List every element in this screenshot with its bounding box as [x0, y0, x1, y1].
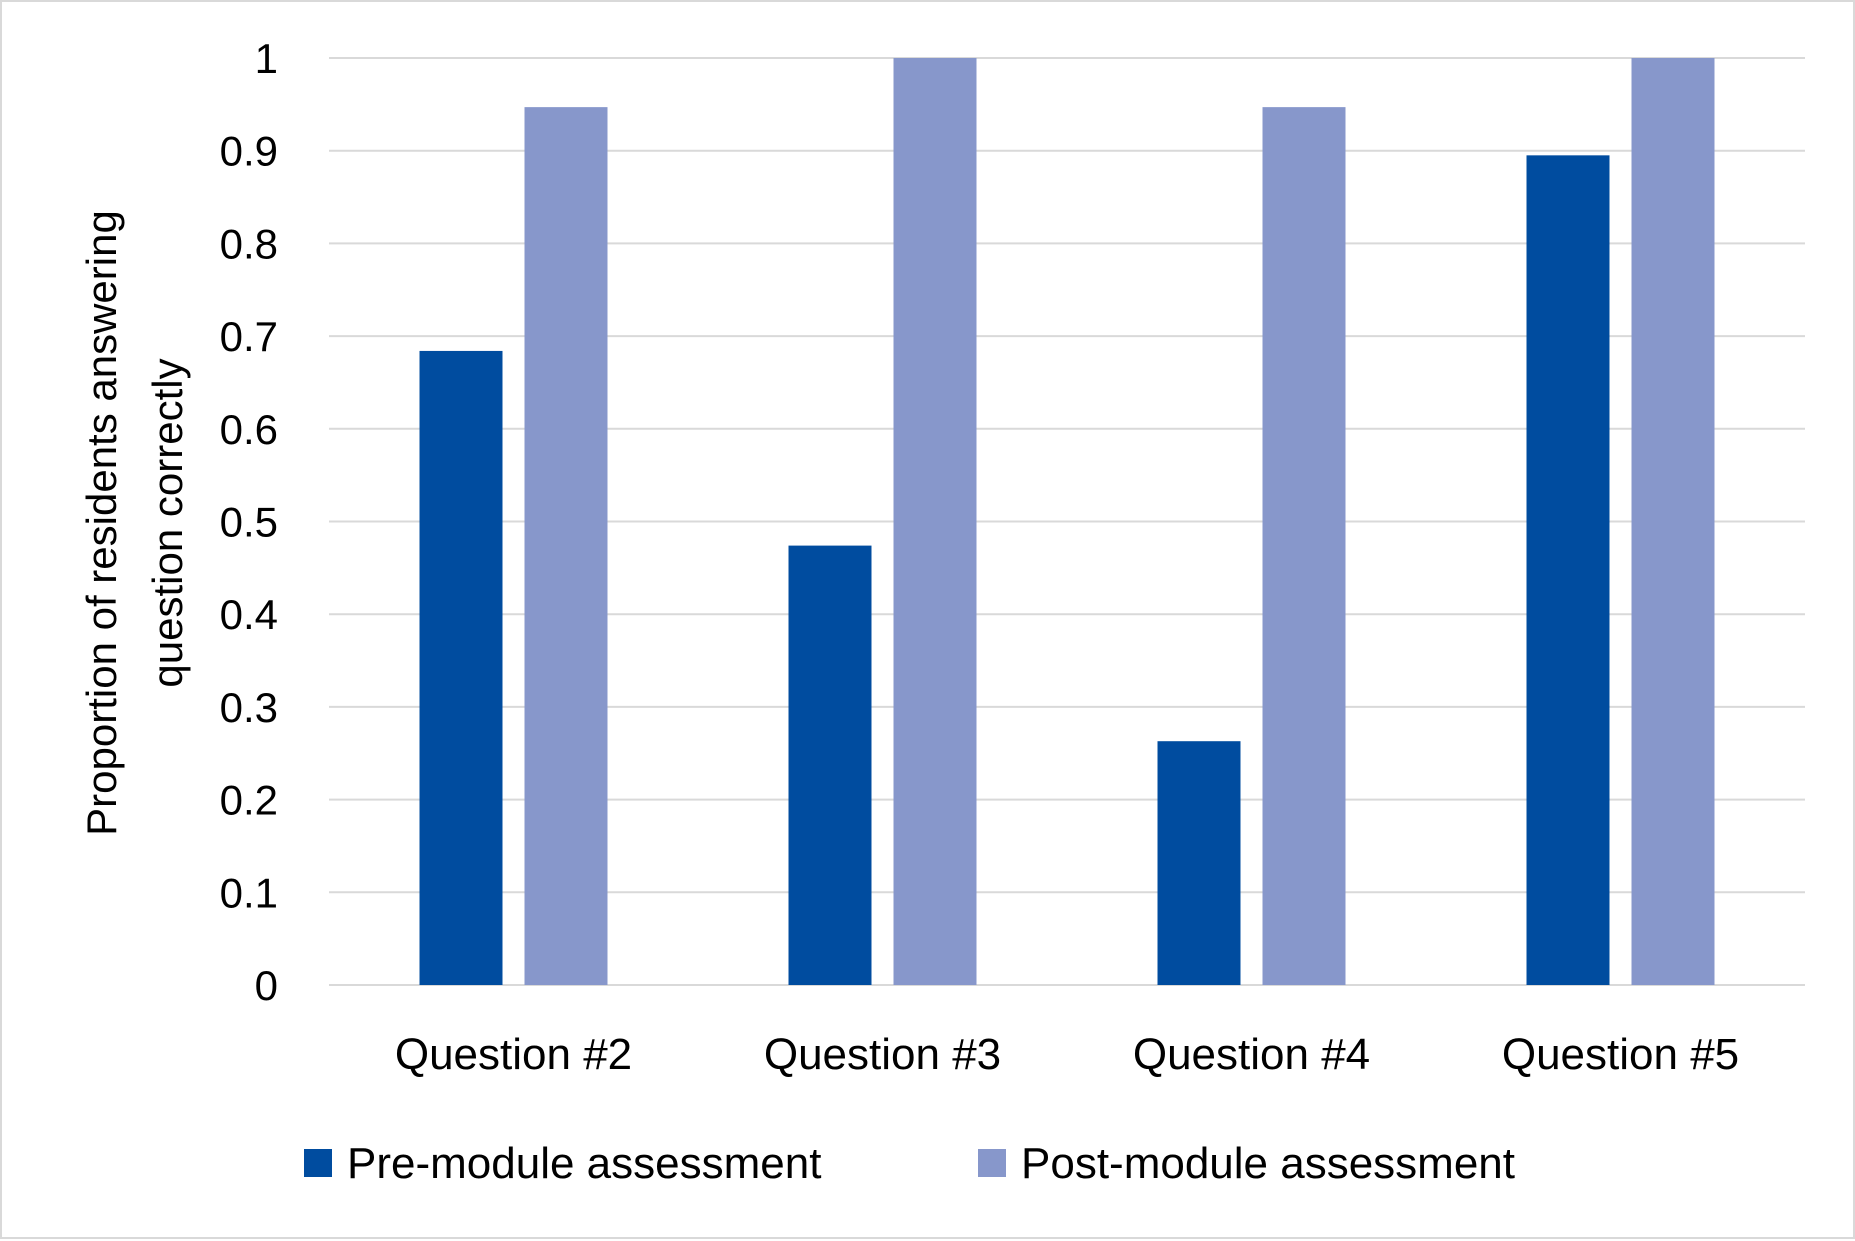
y-tick-label: 0.3 — [220, 684, 278, 731]
y-tick-label: 0.2 — [220, 777, 278, 824]
bar-post-3 — [1262, 107, 1346, 986]
y-tick-label: 1 — [255, 35, 278, 82]
y-tick-label: 0.6 — [220, 406, 278, 453]
y-axis-title-line-1: Proportion of residents answering — [78, 210, 125, 836]
y-tick-label: 0.5 — [220, 499, 278, 546]
y-axis-title-line-2: question correctly — [144, 358, 191, 687]
bar-pre-3 — [1157, 741, 1241, 985]
y-tick-label: 0.9 — [220, 128, 278, 175]
y-tick-label: 0.7 — [220, 313, 278, 360]
bar-post-4 — [1631, 58, 1715, 985]
y-tick-label: 0.1 — [220, 869, 278, 916]
legend: Pre-module assessment Post-module assessm… — [304, 1139, 1515, 1188]
y-tick-label: 0 — [255, 962, 278, 1009]
legend-label-pre: Pre-module assessment — [347, 1139, 821, 1188]
x-axis-categories: Question #2 Question #3 Question #4 Questio… — [395, 1030, 1739, 1079]
x-category-label: Question #3 — [764, 1030, 1001, 1079]
bar-pre-2 — [788, 545, 872, 985]
legend-swatch-post — [978, 1149, 1006, 1177]
bar-pre-4 — [1526, 155, 1610, 985]
y-tick-label: 0.4 — [220, 591, 278, 638]
bar-post-2 — [893, 58, 977, 985]
bars — [419, 58, 1715, 986]
y-axis-title: Proportion of residents answering questi… — [78, 210, 191, 836]
legend-label-post: Post-module assessment — [1021, 1139, 1515, 1188]
bar-pre-1 — [419, 350, 503, 985]
y-axis-ticks: 0 0.1 0.2 0.3 0.4 0.5 0.6 0.7 0.8 0.9 1 — [220, 35, 278, 1009]
x-category-label: Question #5 — [1502, 1030, 1739, 1079]
bar-post-1 — [524, 107, 608, 986]
y-tick-label: 0.8 — [220, 220, 278, 267]
legend-swatch-pre — [304, 1149, 332, 1177]
x-category-label: Question #2 — [395, 1030, 632, 1079]
x-category-label: Question #4 — [1133, 1030, 1370, 1079]
